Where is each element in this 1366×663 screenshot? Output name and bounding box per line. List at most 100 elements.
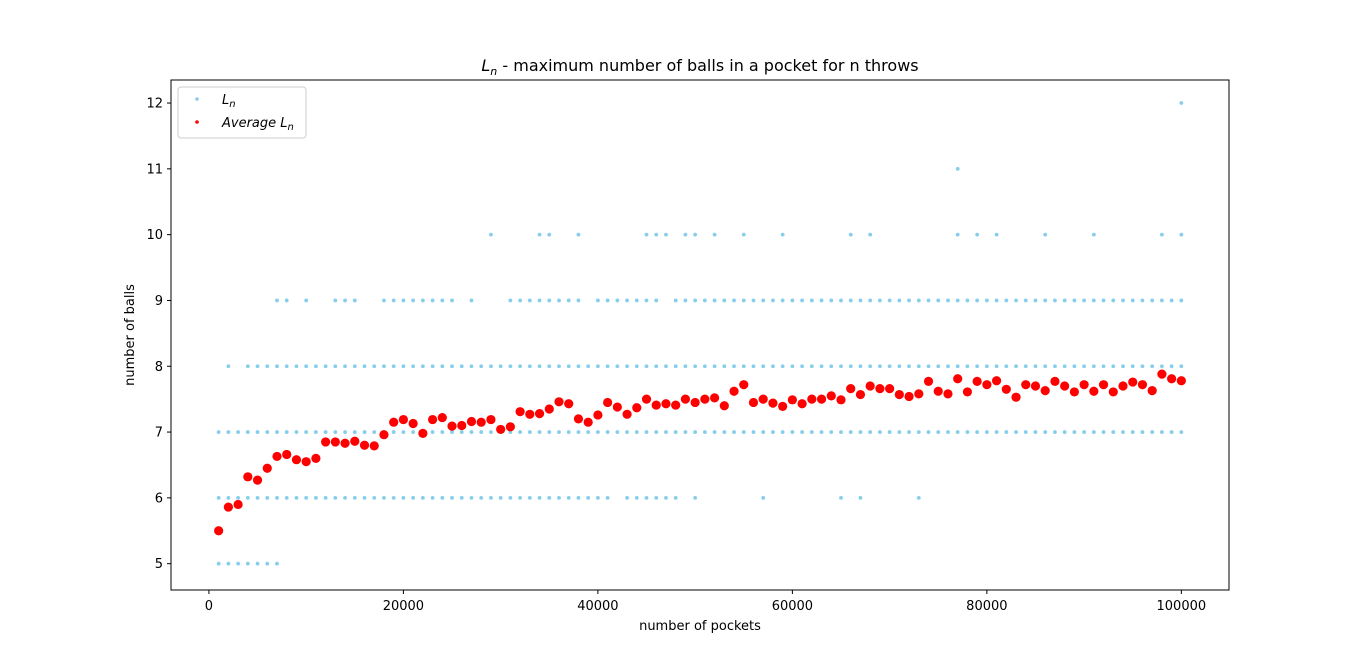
ln-point xyxy=(1014,364,1018,369)
ln-point xyxy=(809,430,814,434)
ln-point xyxy=(634,430,639,434)
ln-point xyxy=(955,298,960,303)
legend-marker-average-ln xyxy=(195,120,199,124)
ln-point xyxy=(1072,364,1077,369)
ln-point xyxy=(479,495,484,500)
ln-point xyxy=(1023,298,1028,303)
ln-point xyxy=(547,495,552,500)
ln-point xyxy=(605,430,610,434)
legend-label-ln: Ln xyxy=(222,93,236,110)
average-ln-point xyxy=(214,526,224,536)
average-ln-point xyxy=(778,401,788,411)
ln-point xyxy=(936,298,941,303)
x-tick-label: 20000 xyxy=(383,599,424,614)
ln-point xyxy=(1053,364,1057,369)
ln-point xyxy=(576,298,581,303)
average-ln-point xyxy=(1176,376,1186,386)
ln-point xyxy=(1101,298,1106,303)
ln-point xyxy=(1130,298,1135,303)
ln-point xyxy=(595,364,600,369)
ln-point xyxy=(605,364,610,369)
ln-point xyxy=(605,495,610,500)
ln-point xyxy=(702,430,707,434)
ln-point xyxy=(382,298,386,303)
ln-point xyxy=(761,298,766,303)
ln-point xyxy=(1062,430,1067,434)
ln-point xyxy=(469,364,474,369)
series-average-ln-points xyxy=(214,369,1186,536)
ln-point xyxy=(489,495,493,500)
ln-point xyxy=(547,232,552,237)
legend: Ln Average Ln xyxy=(177,86,307,139)
ln-point xyxy=(362,364,367,369)
ln-point xyxy=(994,298,999,303)
average-ln-point xyxy=(972,376,982,386)
ln-point xyxy=(839,495,843,500)
ln-point xyxy=(673,495,678,500)
ln-point xyxy=(245,364,250,369)
ln-point xyxy=(547,430,552,434)
ln-point xyxy=(527,495,532,500)
ln-point xyxy=(275,298,279,303)
ln-point xyxy=(761,495,766,500)
average-ln-point xyxy=(1030,381,1041,391)
ln-point xyxy=(615,364,620,369)
ln-point xyxy=(654,364,659,369)
ln-point xyxy=(975,364,980,369)
ln-point xyxy=(741,232,746,237)
ln-point xyxy=(1043,430,1048,434)
ln-point xyxy=(751,430,756,434)
ln-point xyxy=(634,364,639,369)
ln-point xyxy=(916,364,921,369)
average-ln-point xyxy=(593,410,603,420)
ln-point xyxy=(518,430,523,434)
ln-point xyxy=(226,495,231,500)
ln-point xyxy=(664,430,668,434)
ln-point xyxy=(907,364,911,369)
ln-point xyxy=(352,298,357,303)
average-ln-point xyxy=(748,397,759,408)
ln-point xyxy=(1091,298,1096,303)
ln-point xyxy=(916,430,921,434)
average-ln-point xyxy=(729,386,739,396)
average-ln-point xyxy=(1079,380,1089,390)
ln-point xyxy=(868,364,873,369)
average-ln-point xyxy=(359,440,370,450)
ln-point xyxy=(673,430,678,434)
ln-point xyxy=(255,495,260,500)
ln-point xyxy=(304,364,309,369)
ln-point xyxy=(965,430,970,434)
ln-point xyxy=(333,364,338,369)
ln-point xyxy=(508,364,513,369)
ln-point xyxy=(1053,430,1057,434)
x-tick-label: 80000 xyxy=(966,599,1007,614)
average-ln-point xyxy=(379,430,389,440)
ln-point xyxy=(946,430,950,434)
legend-label-average-ln: Average Ln xyxy=(221,116,294,133)
ln-point xyxy=(877,430,882,434)
ln-point xyxy=(245,495,250,500)
ln-point xyxy=(284,298,289,303)
ln-point xyxy=(732,298,736,303)
ln-point xyxy=(255,364,260,369)
ln-point xyxy=(751,298,756,303)
ln-point xyxy=(702,298,707,303)
ln-point xyxy=(693,298,698,303)
ln-point xyxy=(576,430,581,434)
ln-point xyxy=(508,495,513,500)
ln-point xyxy=(566,430,571,434)
ln-point xyxy=(955,364,960,369)
average-ln-point xyxy=(1098,380,1109,390)
ln-point xyxy=(1140,430,1145,434)
ln-point xyxy=(352,430,357,434)
average-ln-point xyxy=(233,499,243,510)
average-ln-point xyxy=(1128,377,1138,387)
ln-point xyxy=(576,364,581,369)
average-ln-point xyxy=(525,409,535,419)
ln-point xyxy=(780,430,785,434)
ln-point xyxy=(265,561,270,566)
average-ln-point xyxy=(369,441,379,451)
ln-point xyxy=(265,364,270,369)
ln-point xyxy=(732,364,736,369)
average-ln-point xyxy=(603,397,613,408)
